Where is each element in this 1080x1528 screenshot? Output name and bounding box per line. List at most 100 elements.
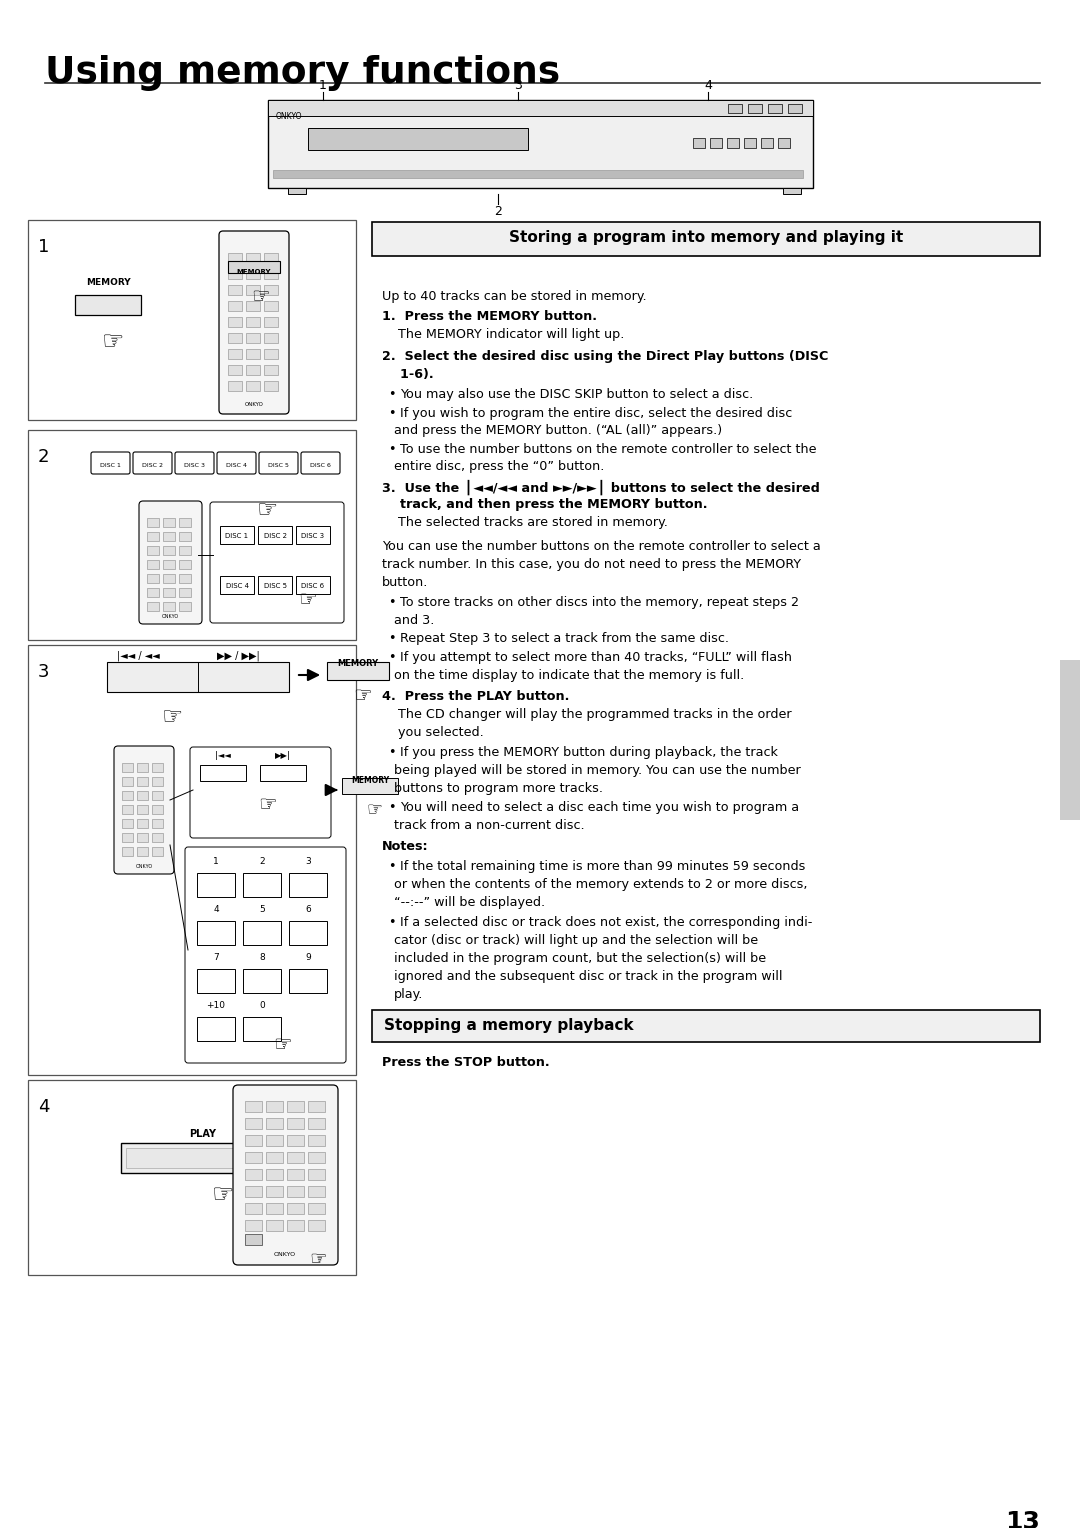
FancyBboxPatch shape [266, 1169, 283, 1180]
FancyBboxPatch shape [778, 138, 789, 148]
Text: 1: 1 [38, 238, 50, 257]
Text: 3: 3 [514, 79, 522, 92]
Text: DISC 5: DISC 5 [268, 463, 288, 468]
FancyBboxPatch shape [147, 518, 159, 527]
Text: DISC 3: DISC 3 [301, 533, 325, 539]
FancyBboxPatch shape [783, 188, 801, 194]
Text: If the total remaining time is more than 99 minutes 59 seconds: If the total remaining time is more than… [400, 860, 806, 872]
FancyBboxPatch shape [197, 921, 235, 944]
Text: •: • [388, 801, 395, 814]
FancyBboxPatch shape [287, 1203, 303, 1215]
FancyBboxPatch shape [258, 526, 292, 544]
FancyBboxPatch shape [246, 333, 260, 342]
FancyBboxPatch shape [121, 1143, 285, 1174]
Text: 8: 8 [259, 953, 265, 963]
FancyBboxPatch shape [768, 104, 782, 113]
FancyBboxPatch shape [296, 526, 330, 544]
FancyBboxPatch shape [137, 762, 148, 772]
FancyBboxPatch shape [308, 1219, 325, 1232]
FancyBboxPatch shape [264, 316, 278, 327]
Text: •: • [388, 860, 395, 872]
FancyBboxPatch shape [147, 532, 159, 541]
FancyBboxPatch shape [246, 286, 260, 295]
FancyBboxPatch shape [147, 602, 159, 611]
FancyBboxPatch shape [152, 805, 163, 814]
FancyBboxPatch shape [122, 792, 133, 801]
Text: track from a non-current disc.: track from a non-current disc. [394, 819, 584, 833]
Text: “--:--” will be displayed.: “--:--” will be displayed. [394, 895, 545, 909]
Text: You may also use the DISC SKIP button to select a disc.: You may also use the DISC SKIP button to… [400, 388, 753, 400]
Text: ☞: ☞ [273, 1034, 293, 1054]
FancyBboxPatch shape [308, 1169, 325, 1180]
FancyBboxPatch shape [266, 1135, 283, 1146]
FancyBboxPatch shape [137, 805, 148, 814]
Text: •: • [388, 915, 395, 929]
FancyBboxPatch shape [179, 518, 191, 527]
FancyBboxPatch shape [147, 559, 159, 568]
FancyBboxPatch shape [163, 545, 175, 555]
FancyBboxPatch shape [163, 518, 175, 527]
FancyBboxPatch shape [266, 1118, 283, 1129]
FancyBboxPatch shape [28, 429, 356, 640]
FancyBboxPatch shape [152, 792, 163, 801]
FancyBboxPatch shape [163, 602, 175, 611]
Text: To use the number buttons on the remote controller to select the: To use the number buttons on the remote … [400, 443, 816, 455]
Text: 4.  Press the PLAY button.: 4. Press the PLAY button. [382, 691, 569, 703]
FancyBboxPatch shape [152, 847, 163, 856]
FancyBboxPatch shape [308, 1102, 325, 1112]
FancyBboxPatch shape [185, 847, 346, 1063]
FancyBboxPatch shape [693, 138, 705, 148]
Text: 5: 5 [259, 905, 265, 914]
Text: ☞: ☞ [252, 287, 270, 307]
Text: DISC 3: DISC 3 [184, 463, 204, 468]
FancyBboxPatch shape [228, 269, 242, 280]
FancyBboxPatch shape [210, 503, 345, 623]
Text: Stopping a memory playback: Stopping a memory playback [384, 1018, 634, 1033]
FancyBboxPatch shape [308, 1186, 325, 1196]
Text: 0: 0 [259, 1001, 265, 1010]
FancyBboxPatch shape [152, 819, 163, 828]
FancyBboxPatch shape [268, 99, 813, 116]
Text: ONKYO: ONKYO [274, 1251, 296, 1258]
FancyBboxPatch shape [246, 316, 260, 327]
Text: 6: 6 [306, 905, 311, 914]
Text: If a selected disc or track does not exist, the corresponding indi-: If a selected disc or track does not exi… [400, 915, 812, 929]
FancyBboxPatch shape [289, 969, 327, 993]
Text: DISC 5: DISC 5 [264, 584, 286, 588]
FancyBboxPatch shape [163, 559, 175, 568]
FancyBboxPatch shape [179, 575, 191, 584]
FancyBboxPatch shape [179, 588, 191, 597]
Text: ☞: ☞ [353, 686, 373, 706]
FancyBboxPatch shape [228, 286, 242, 295]
Text: 2.  Select the desired disc using the Direct Play buttons (DISC: 2. Select the desired disc using the Dir… [382, 350, 828, 364]
Text: 4: 4 [38, 1099, 50, 1115]
FancyBboxPatch shape [342, 778, 399, 795]
Text: track, and then press the MEMORY button.: track, and then press the MEMORY button. [382, 498, 707, 510]
Text: The selected tracks are stored in memory.: The selected tracks are stored in memory… [382, 516, 667, 529]
Text: To store tracks on other discs into the memory, repeat steps 2: To store tracks on other discs into the … [400, 596, 799, 610]
Text: ☞: ☞ [258, 795, 278, 814]
FancyBboxPatch shape [266, 1203, 283, 1215]
Text: and press the MEMORY button. (“AL (all)” appears.): and press the MEMORY button. (“AL (all)”… [394, 423, 723, 437]
FancyBboxPatch shape [246, 348, 260, 359]
FancyBboxPatch shape [245, 1203, 262, 1215]
FancyBboxPatch shape [372, 222, 1040, 257]
FancyBboxPatch shape [246, 380, 260, 391]
Text: 2: 2 [38, 448, 50, 466]
Text: MEMORY: MEMORY [337, 659, 379, 668]
FancyBboxPatch shape [245, 1169, 262, 1180]
Text: •: • [388, 388, 395, 400]
Text: |◄◄: |◄◄ [215, 750, 231, 759]
FancyBboxPatch shape [220, 526, 254, 544]
Text: and 3.: and 3. [394, 614, 434, 626]
FancyBboxPatch shape [327, 662, 389, 680]
FancyBboxPatch shape [308, 1152, 325, 1163]
FancyBboxPatch shape [228, 365, 242, 374]
FancyBboxPatch shape [228, 348, 242, 359]
FancyBboxPatch shape [301, 452, 340, 474]
FancyBboxPatch shape [287, 1135, 303, 1146]
Text: •: • [388, 443, 395, 455]
FancyBboxPatch shape [122, 762, 133, 772]
FancyBboxPatch shape [268, 99, 813, 188]
FancyBboxPatch shape [245, 1152, 262, 1163]
